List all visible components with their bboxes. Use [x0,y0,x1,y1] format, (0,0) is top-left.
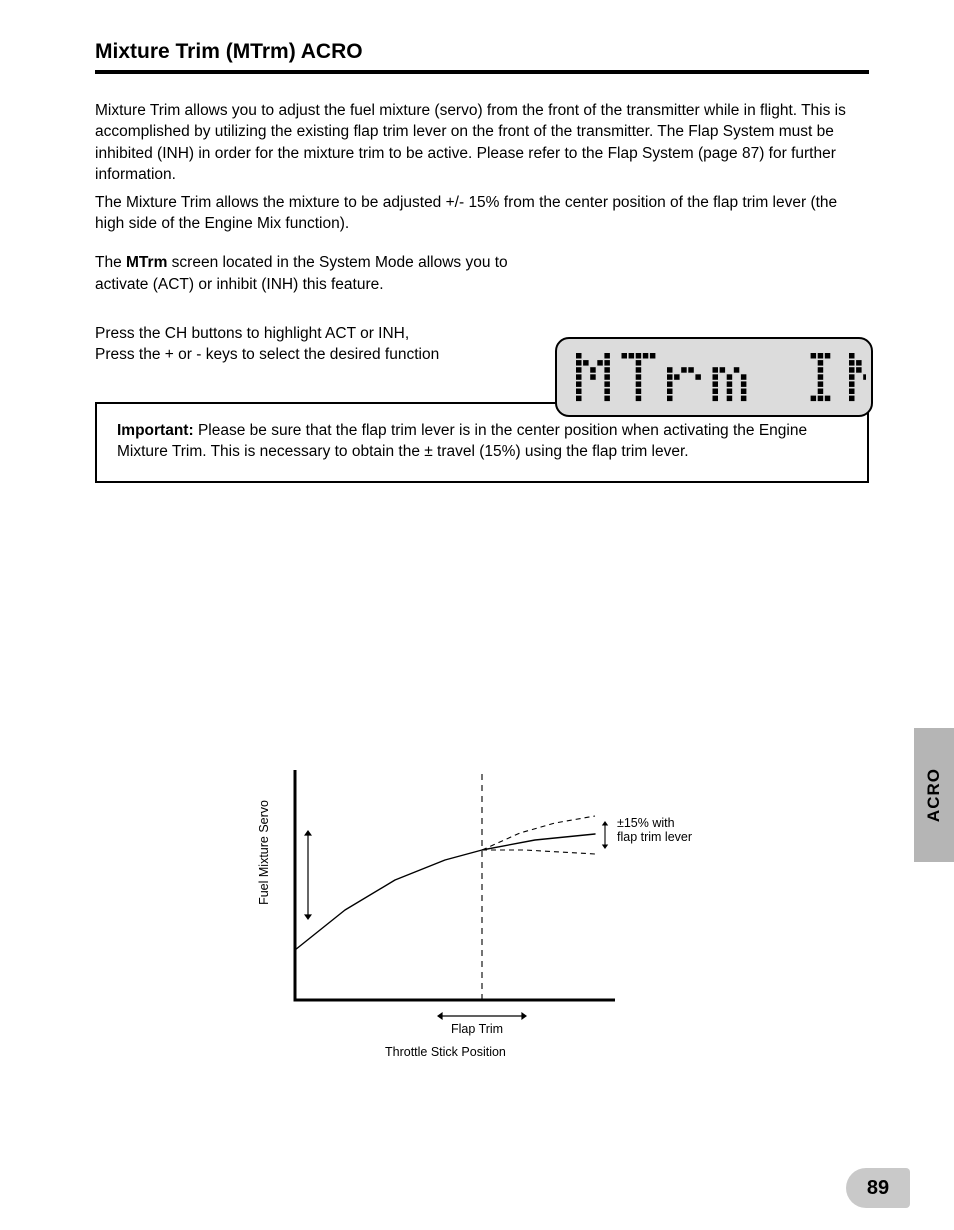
warning-label: Important: [117,422,194,439]
chart-xlabel: Throttle Stick Position [385,1045,506,1059]
chart-ylabel: Fuel Mixture Servo [257,800,271,905]
chart-rightlabel: ±15% with flap trim lever [617,816,697,845]
intro-block: Mixture Trim allows you to adjust the fu… [95,100,865,234]
section-title: Mixture Trim (MTrm) ACRO [95,40,869,64]
warning-body: Please be sure that the flap trim lever … [117,422,807,460]
chart-xbot: Flap Trim [451,1022,503,1036]
mixture-chart: Fuel Mixture Servo Throttle Stick Positi… [275,760,695,1090]
intro-p3a: The [95,254,126,271]
warning-text: Important: Please be sure that the flap … [117,420,847,463]
intro-p2: The Mixture Trim allows the mixture to b… [95,192,865,235]
lcd-svg [562,344,866,410]
intro-p1: Mixture Trim allows you to adjust the fu… [95,100,865,186]
page-number: 89 [846,1168,910,1208]
intro-p3b: MTrm [126,254,167,271]
side-tab-label: ACRO [924,768,944,822]
intro-p3: The MTrm screen located in the System Mo… [95,252,525,295]
intro-block-2: The MTrm screen located in the System Mo… [95,252,525,295]
lcd-display [555,337,873,417]
title-rule [95,70,869,74]
side-tab: ACRO [914,728,954,862]
